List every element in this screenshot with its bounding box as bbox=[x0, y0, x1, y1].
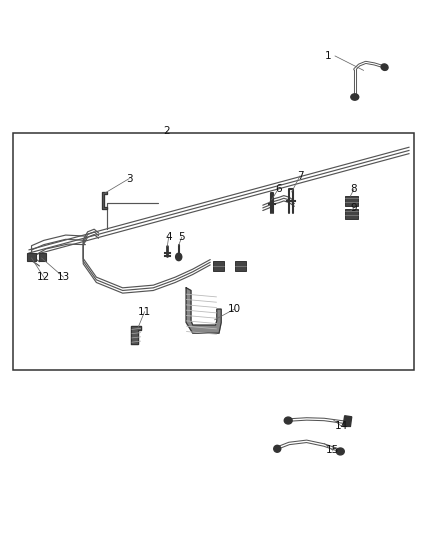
Bar bbox=[39, 253, 46, 261]
Ellipse shape bbox=[284, 417, 292, 424]
Text: 12: 12 bbox=[37, 272, 50, 282]
Text: 13: 13 bbox=[57, 272, 70, 282]
Text: 5: 5 bbox=[178, 232, 185, 242]
Ellipse shape bbox=[351, 94, 359, 100]
Polygon shape bbox=[102, 192, 107, 209]
Text: 8: 8 bbox=[350, 184, 357, 194]
Bar bbox=[345, 196, 358, 206]
Text: 10: 10 bbox=[228, 304, 241, 314]
Text: 7: 7 bbox=[297, 171, 304, 181]
Text: 14: 14 bbox=[335, 422, 348, 431]
Ellipse shape bbox=[381, 64, 388, 70]
Polygon shape bbox=[131, 326, 141, 344]
Bar bbox=[213, 261, 224, 271]
Text: 15: 15 bbox=[326, 446, 339, 455]
Bar bbox=[235, 261, 246, 271]
Text: 4: 4 bbox=[165, 232, 172, 242]
Bar bbox=[345, 209, 358, 219]
Ellipse shape bbox=[336, 448, 344, 455]
Text: 9: 9 bbox=[350, 203, 357, 213]
Bar bbox=[13, 133, 414, 370]
Bar bbox=[27, 253, 36, 261]
Text: 11: 11 bbox=[138, 307, 151, 317]
Polygon shape bbox=[343, 416, 352, 426]
Text: 3: 3 bbox=[126, 174, 133, 183]
Polygon shape bbox=[186, 288, 221, 333]
Ellipse shape bbox=[274, 446, 281, 452]
Circle shape bbox=[176, 253, 182, 261]
Text: 6: 6 bbox=[275, 184, 282, 194]
Text: 2: 2 bbox=[163, 126, 170, 135]
Text: 1: 1 bbox=[325, 51, 332, 61]
